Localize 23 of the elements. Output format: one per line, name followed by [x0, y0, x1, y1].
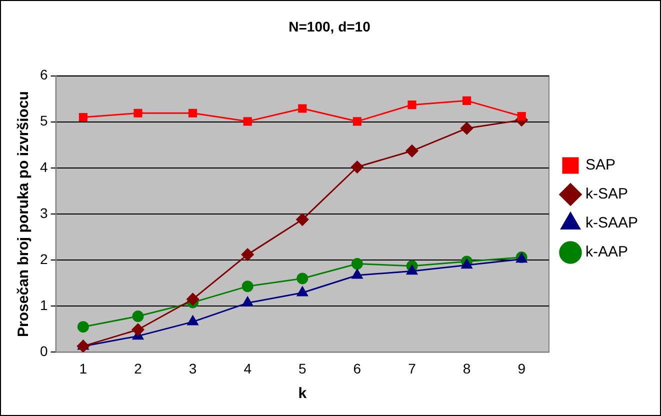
legend-label: k-AAP [585, 244, 628, 261]
x-tick-label: 1 [79, 360, 88, 376]
chart-title: N=100, d=10 [288, 18, 371, 34]
x-tick-label: 5 [298, 360, 306, 376]
y-tick-label: 2 [40, 250, 48, 267]
y-tick-label: 4 [40, 158, 48, 175]
x-tick-label: 9 [518, 360, 526, 376]
y-tick-label: 3 [40, 204, 48, 221]
x-axis-title: k [298, 385, 308, 402]
x-tick-label: 6 [353, 360, 362, 376]
y-axis-title: Prosečan broj poruka po izvršiocu [15, 91, 32, 337]
x-tick-label: 8 [462, 360, 471, 376]
x-tick-label: 2 [134, 360, 142, 376]
x-tick-label: 4 [244, 360, 252, 376]
y-tick-label: 5 [40, 112, 48, 129]
legend-label: SAP [585, 156, 616, 174]
y-tick-label: 1 [40, 296, 48, 313]
legend-label: k-SAAP [585, 214, 638, 232]
x-tick-label: 7 [408, 360, 416, 376]
y-tick-label: 0 [40, 343, 48, 360]
legend-label: k-SAP [585, 186, 628, 203]
x-tick-label: 3 [188, 360, 197, 376]
y-tick-label: 6 [40, 66, 48, 83]
